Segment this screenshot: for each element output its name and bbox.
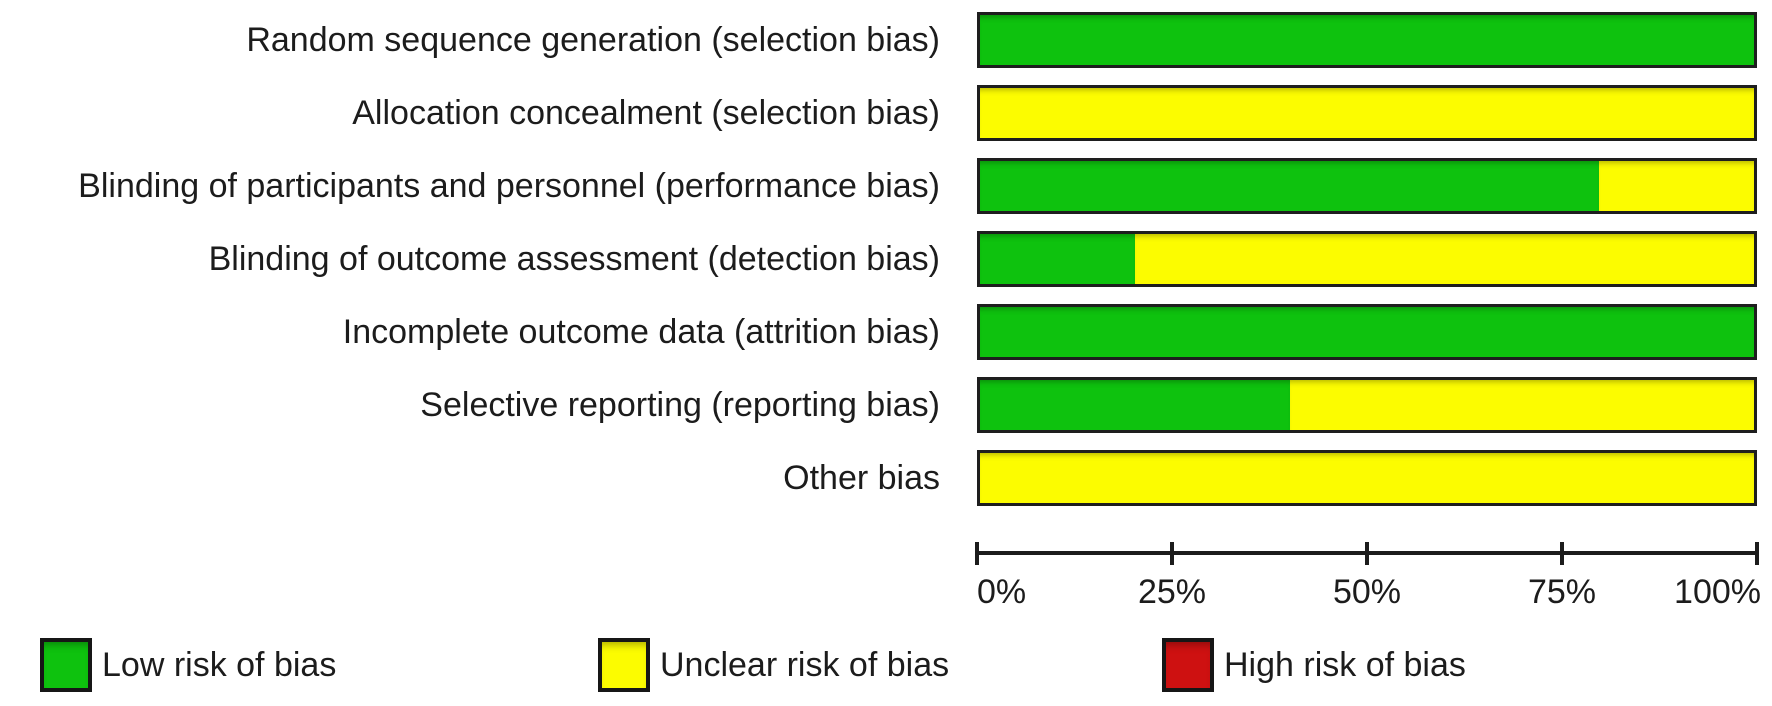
category-label: Other bias bbox=[783, 459, 940, 497]
axis-tick bbox=[1560, 542, 1564, 565]
axis-tick-label: 25% bbox=[1137, 573, 1207, 611]
bar-segment-low-risk-of-bias bbox=[980, 161, 1600, 211]
category-label: Allocation concealment (selection bias) bbox=[352, 94, 940, 132]
bar-segment-unclear-risk-of-bias bbox=[980, 453, 1754, 503]
axis-tick bbox=[1755, 542, 1759, 565]
axis-tick-label: 100% bbox=[1674, 573, 1761, 611]
chart-row: Selective reporting (reporting bias) bbox=[0, 377, 1772, 433]
bar-segment-low-risk-of-bias bbox=[980, 380, 1290, 430]
legend-item-high-risk-of-bias: High risk of bias bbox=[1162, 638, 1466, 692]
legend-swatch-low-risk-of-bias bbox=[40, 638, 92, 692]
category-label: Blinding of outcome assessment (detectio… bbox=[208, 240, 940, 278]
bar-track bbox=[977, 85, 1757, 141]
chart-row: Blinding of participants and personnel (… bbox=[0, 158, 1772, 214]
bar-segment-unclear-risk-of-bias bbox=[980, 88, 1754, 138]
bar-segment-unclear-risk-of-bias bbox=[1134, 234, 1754, 284]
bar-segment-unclear-risk-of-bias bbox=[1289, 380, 1754, 430]
bar-track bbox=[977, 158, 1757, 214]
legend-item-low-risk-of-bias: Low risk of bias bbox=[40, 638, 336, 692]
chart-row: Incomplete outcome data (attrition bias) bbox=[0, 304, 1772, 360]
bar-track bbox=[977, 12, 1757, 68]
legend-label: High risk of bias bbox=[1224, 645, 1466, 684]
category-label: Selective reporting (reporting bias) bbox=[420, 386, 940, 424]
bar-segment-unclear-risk-of-bias bbox=[1599, 161, 1754, 211]
legend: Low risk of bias Unclear risk of bias High… bbox=[0, 638, 1772, 694]
axis-tick bbox=[975, 542, 979, 565]
legend-swatch-high-risk-of-bias bbox=[1162, 638, 1214, 692]
bar-segment-low-risk-of-bias bbox=[980, 15, 1754, 65]
axis-tick bbox=[1365, 542, 1369, 565]
category-label: Incomplete outcome data (attrition bias) bbox=[342, 313, 940, 351]
axis-tick-label: 75% bbox=[1527, 573, 1597, 611]
bar-segment-low-risk-of-bias bbox=[980, 234, 1135, 284]
axis-tick-label: 50% bbox=[1332, 573, 1402, 611]
bar-track bbox=[977, 304, 1757, 360]
legend-swatch-unclear-risk-of-bias bbox=[598, 638, 650, 692]
axis-tick bbox=[1170, 542, 1174, 565]
axis-tick-label: 0% bbox=[977, 573, 1027, 611]
bar-track bbox=[977, 377, 1757, 433]
legend-label: Unclear risk of bias bbox=[660, 645, 950, 684]
chart-row: Other bias bbox=[0, 450, 1772, 506]
chart-rows: Random sequence generation (selection bi… bbox=[0, 12, 1772, 523]
legend-item-unclear-risk-of-bias: Unclear risk of bias bbox=[598, 638, 949, 692]
chart-row: Allocation concealment (selection bias) bbox=[0, 85, 1772, 141]
chart-row: Random sequence generation (selection bi… bbox=[0, 12, 1772, 68]
bar-track bbox=[977, 231, 1757, 287]
bar-segment-low-risk-of-bias bbox=[980, 307, 1754, 357]
chart-row: Blinding of outcome assessment (detectio… bbox=[0, 231, 1772, 287]
category-label: Random sequence generation (selection bi… bbox=[246, 21, 940, 59]
bar-track bbox=[977, 450, 1757, 506]
category-label: Blinding of participants and personnel (… bbox=[78, 167, 940, 205]
legend-label: Low risk of bias bbox=[102, 645, 337, 684]
